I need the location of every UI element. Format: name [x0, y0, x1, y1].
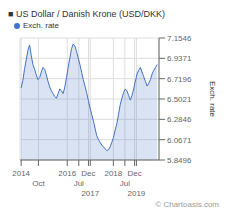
html-text:Exch. rate: Exch. rate [23, 21, 59, 30]
svg-text:2018: 2018 [104, 169, 122, 178]
svg-text:6.2846: 6.2846 [167, 115, 192, 124]
svg-text:Jul: Jul [74, 179, 84, 188]
svg-text:6.5021: 6.5021 [167, 95, 192, 104]
svg-text:6.7196: 6.7196 [167, 75, 192, 84]
html-text:■ US Dollar / Danish Krone (US: ■ US Dollar / Danish Krone (USD/DKK) [8, 9, 165, 19]
svg-text:Oct: Oct [32, 179, 45, 188]
svg-text:6.9371: 6.9371 [167, 54, 192, 63]
svg-text:7.1546: 7.1546 [167, 34, 192, 43]
html-text:© Chartoasis.com: © Chartoasis.com [155, 200, 219, 209]
svg-text:5.8496: 5.8496 [167, 156, 192, 165]
svg-text:Jul: Jul [120, 179, 130, 188]
svg-text:2016: 2016 [58, 169, 76, 178]
svg-text:6.0671: 6.0671 [167, 136, 192, 145]
svg-text:2019: 2019 [128, 189, 146, 198]
svg-text:Exch. rate: Exch. rate [208, 81, 217, 118]
svg-text:Dec: Dec [81, 169, 95, 178]
svg-text:Dec: Dec [127, 169, 141, 178]
svg-text:2014: 2014 [12, 169, 30, 178]
svg-text:2017: 2017 [81, 189, 99, 198]
